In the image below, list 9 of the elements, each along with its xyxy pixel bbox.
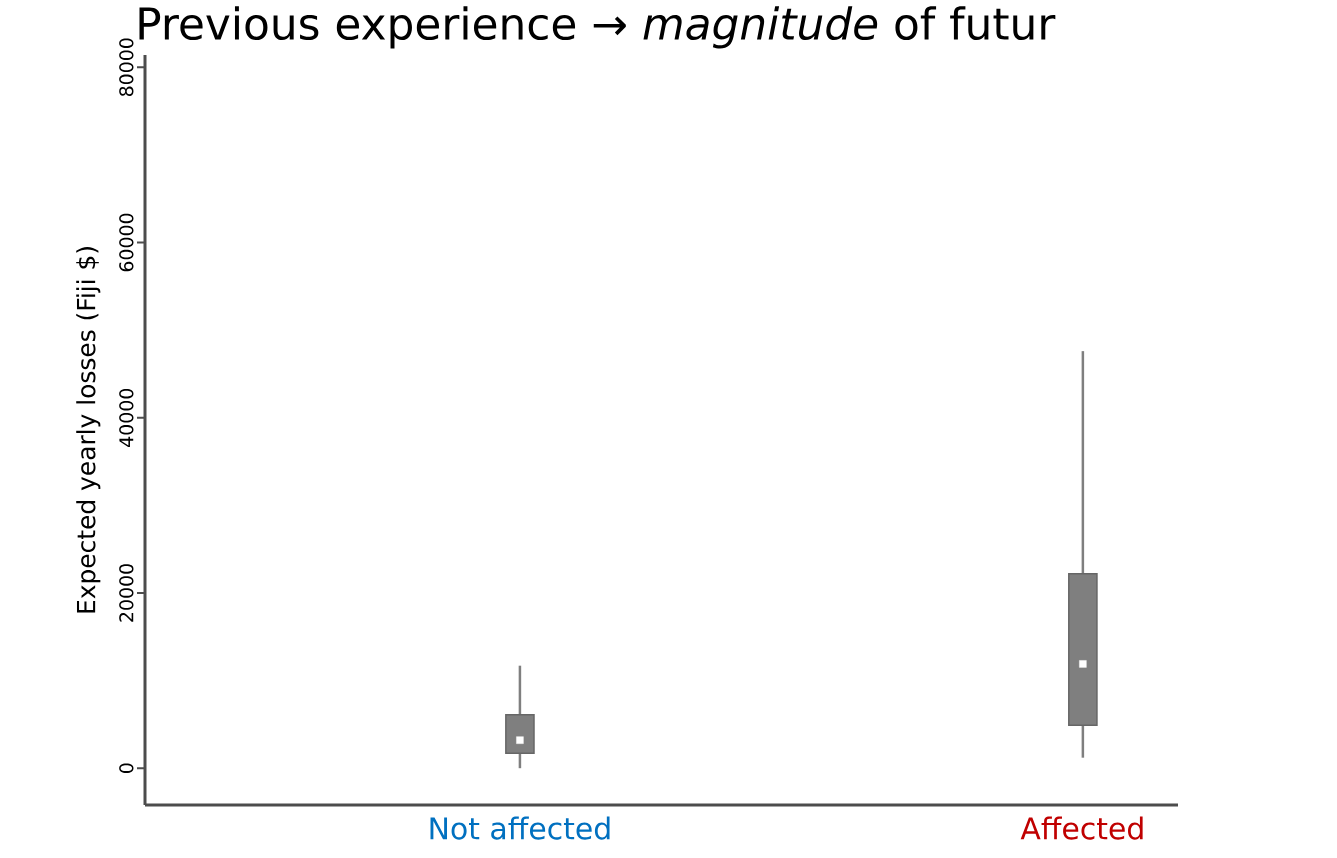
- y-axis-title: Expected yearly losses (Fiji $): [76, 247, 101, 613]
- x-tick-label: Not affected: [430, 816, 610, 840]
- y-tick-label: 40000: [119, 388, 134, 447]
- y-tick-label: 0: [119, 763, 134, 773]
- chart-title: Previous experience → magnitude of futur: [139, 6, 1056, 49]
- y-tick-label: 60000: [119, 213, 134, 272]
- x-tick-label: Affected: [1020, 816, 1143, 840]
- y-tick-label: 20000: [119, 564, 134, 622]
- y-tick-label: 80000: [119, 38, 134, 97]
